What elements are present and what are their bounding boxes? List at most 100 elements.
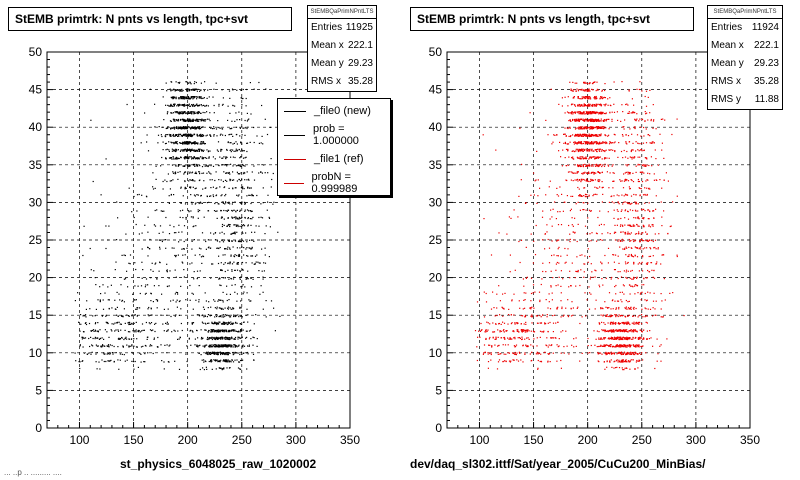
data-point (172, 127, 174, 129)
data-point (222, 277, 224, 279)
data-point (232, 361, 235, 363)
data-point (133, 299, 135, 301)
data-point (186, 88, 188, 90)
data-point (209, 247, 211, 249)
data-point (279, 315, 281, 317)
data-point (588, 112, 590, 114)
data-point (596, 97, 598, 99)
data-point (188, 134, 190, 136)
data-point (608, 149, 610, 151)
data-point (608, 201, 610, 203)
data-point (224, 345, 226, 347)
data-point (594, 134, 596, 136)
data-point (204, 81, 206, 83)
data-point (590, 119, 592, 121)
data-point (581, 112, 583, 114)
data-point (230, 233, 232, 235)
data-point (239, 217, 241, 219)
data-point (193, 271, 195, 273)
data-point (88, 322, 91, 325)
data-point (201, 156, 203, 158)
data-point (637, 149, 639, 151)
data-point (215, 210, 217, 212)
data-point (221, 239, 223, 242)
data-point (158, 270, 160, 272)
data-point (629, 360, 631, 362)
data-point (156, 277, 158, 279)
data-point (215, 359, 217, 361)
data-point (166, 134, 168, 136)
data-point (115, 352, 117, 354)
data-point (579, 158, 582, 160)
data-point (231, 120, 233, 122)
data-point (170, 141, 172, 143)
data-point (191, 142, 193, 144)
data-point (253, 263, 255, 265)
data-point (143, 361, 145, 363)
data-point (84, 322, 86, 324)
data-point (571, 111, 573, 114)
data-point (97, 330, 99, 332)
data-point (221, 194, 223, 196)
data-point (154, 103, 156, 105)
data-point (180, 202, 182, 204)
data-point (637, 345, 639, 347)
data-point (194, 254, 196, 256)
data-point (590, 141, 592, 143)
data-point (245, 262, 247, 264)
data-point (160, 165, 162, 167)
data-point (192, 120, 194, 122)
data-point (236, 263, 238, 265)
data-point (117, 346, 119, 348)
data-point (175, 97, 177, 99)
data-point (246, 88, 248, 91)
data-point (199, 344, 201, 346)
data-point (162, 126, 164, 128)
data-point (188, 120, 190, 122)
data-point (591, 88, 593, 90)
data-point (646, 338, 648, 340)
data-point (621, 337, 623, 340)
data-point (262, 278, 264, 280)
data-point (184, 111, 186, 113)
data-point (150, 314, 152, 316)
data-point (608, 157, 610, 159)
data-point (621, 338, 623, 340)
data-point (188, 165, 190, 167)
data-point (618, 345, 620, 347)
data-point (194, 338, 196, 340)
data-point (241, 336, 243, 338)
data-point (629, 209, 631, 211)
data-point (586, 135, 588, 137)
data-point (211, 344, 213, 346)
data-point (631, 149, 633, 151)
data-point (184, 141, 186, 143)
data-point (593, 193, 595, 196)
data-point (654, 314, 656, 316)
data-point (144, 344, 146, 347)
data-point (237, 336, 239, 338)
data-point (595, 165, 597, 167)
data-point (236, 345, 238, 347)
data-point (227, 323, 229, 325)
data-point (611, 276, 613, 279)
data-point (591, 156, 593, 158)
data-point (141, 323, 144, 325)
data-point (591, 111, 593, 113)
data-point (624, 307, 626, 309)
data-point (190, 186, 192, 188)
data-point (210, 361, 212, 363)
data-point (633, 353, 635, 356)
data-point (587, 150, 589, 152)
data-point (633, 321, 635, 323)
data-point (180, 112, 182, 114)
data-point (240, 217, 242, 219)
data-point (184, 254, 186, 256)
data-point (229, 225, 231, 228)
data-point (603, 344, 605, 346)
data-point (194, 88, 196, 90)
data-point (185, 135, 187, 137)
data-point (195, 299, 197, 301)
data-point (573, 111, 575, 113)
data-point (114, 308, 116, 310)
